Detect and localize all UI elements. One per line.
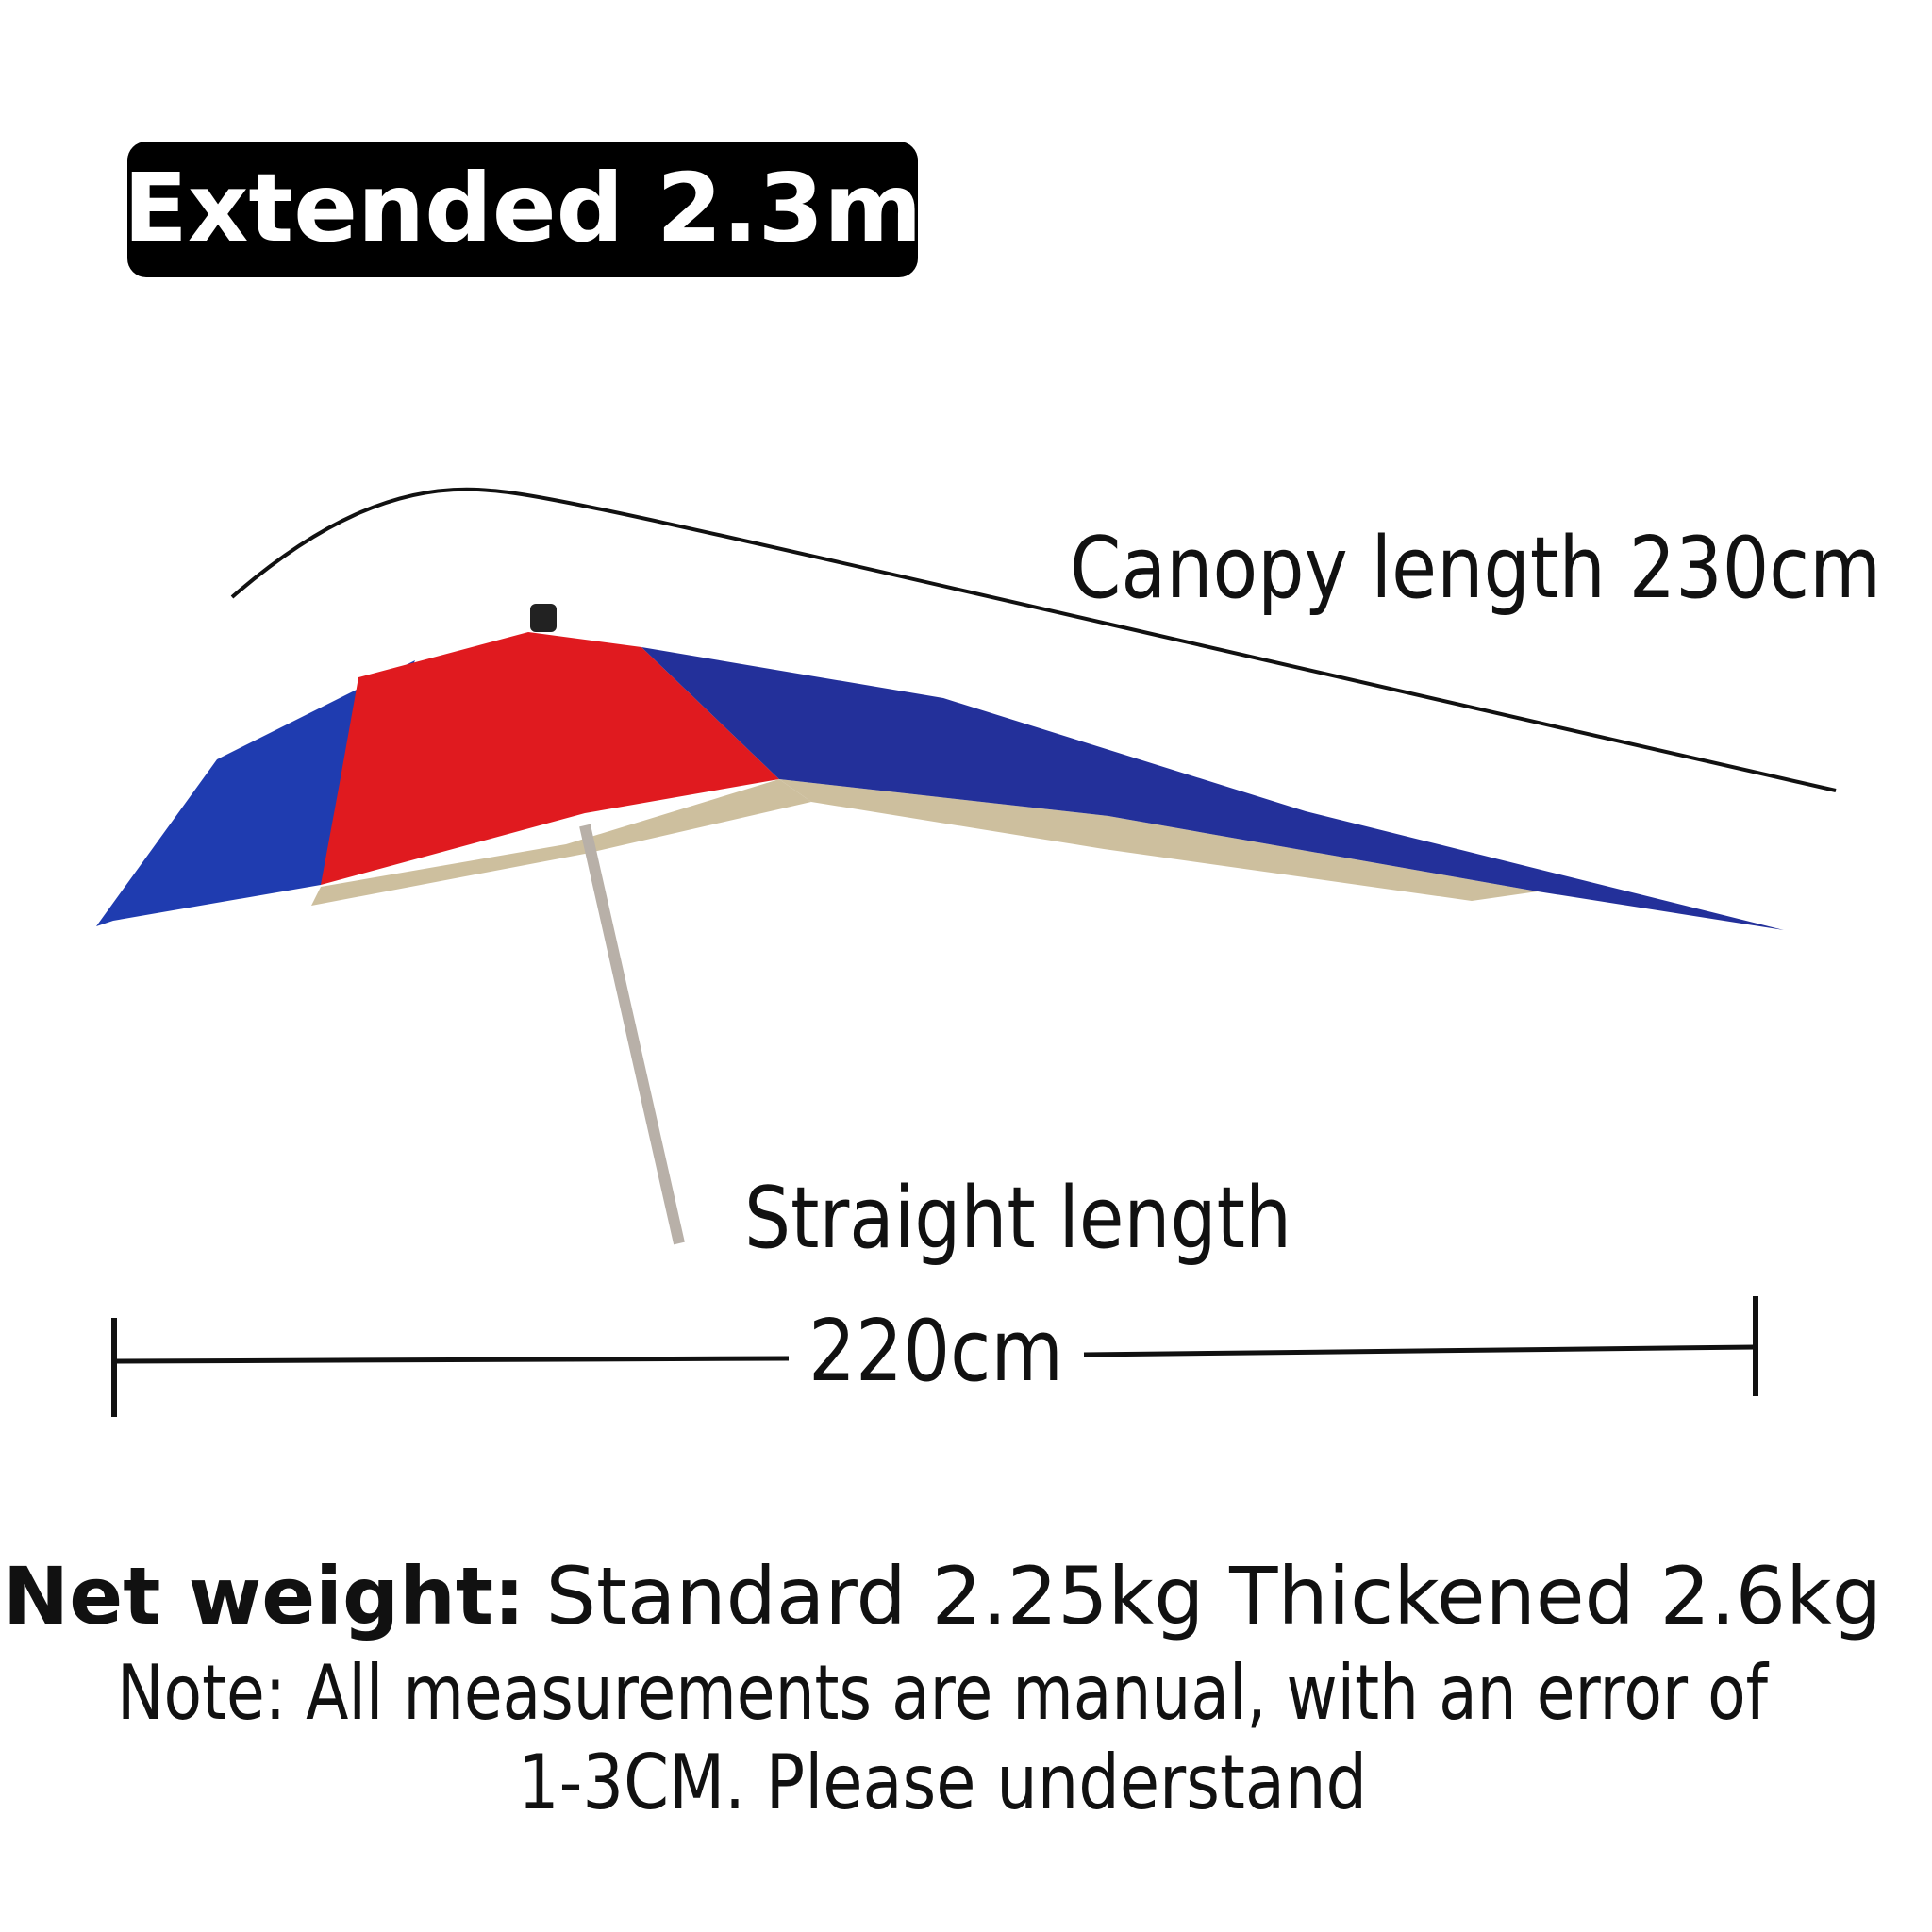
note-line: 1-3CM. Please understand — [518, 1739, 1367, 1826]
straight-value: 220cm — [808, 1302, 1063, 1401]
dimension-line — [1083, 1344, 1757, 1357]
weight-line: Net weight: Standard 2.25kg Thickened 2.6… — [3, 1550, 1882, 1642]
badge-box — [127, 142, 918, 277]
weight-label: Net weight: — [3, 1550, 525, 1642]
canopy-panel-blue — [641, 647, 1784, 930]
canopy-panel-blue — [96, 660, 415, 926]
canopy-underside — [311, 779, 811, 906]
note-line: Note: All measurements are manual, with … — [117, 1649, 1770, 1737]
dimension-line — [113, 1356, 790, 1364]
canopy-underside — [779, 779, 1538, 901]
umbrella-pole — [579, 824, 685, 1245]
umbrella-top — [530, 604, 557, 632]
umbrella — [96, 604, 1784, 1245]
canopy-panel-red — [321, 632, 779, 885]
canopy-label: Canopy length 230cm — [1070, 519, 1881, 618]
weight-text: Standard 2.25kg Thickened 2.6kg — [546, 1550, 1882, 1642]
badge-text: Extended 2.3m — [124, 153, 923, 263]
straight-label: Straight length — [744, 1169, 1291, 1268]
canopy-measure-line — [230, 487, 1837, 792]
